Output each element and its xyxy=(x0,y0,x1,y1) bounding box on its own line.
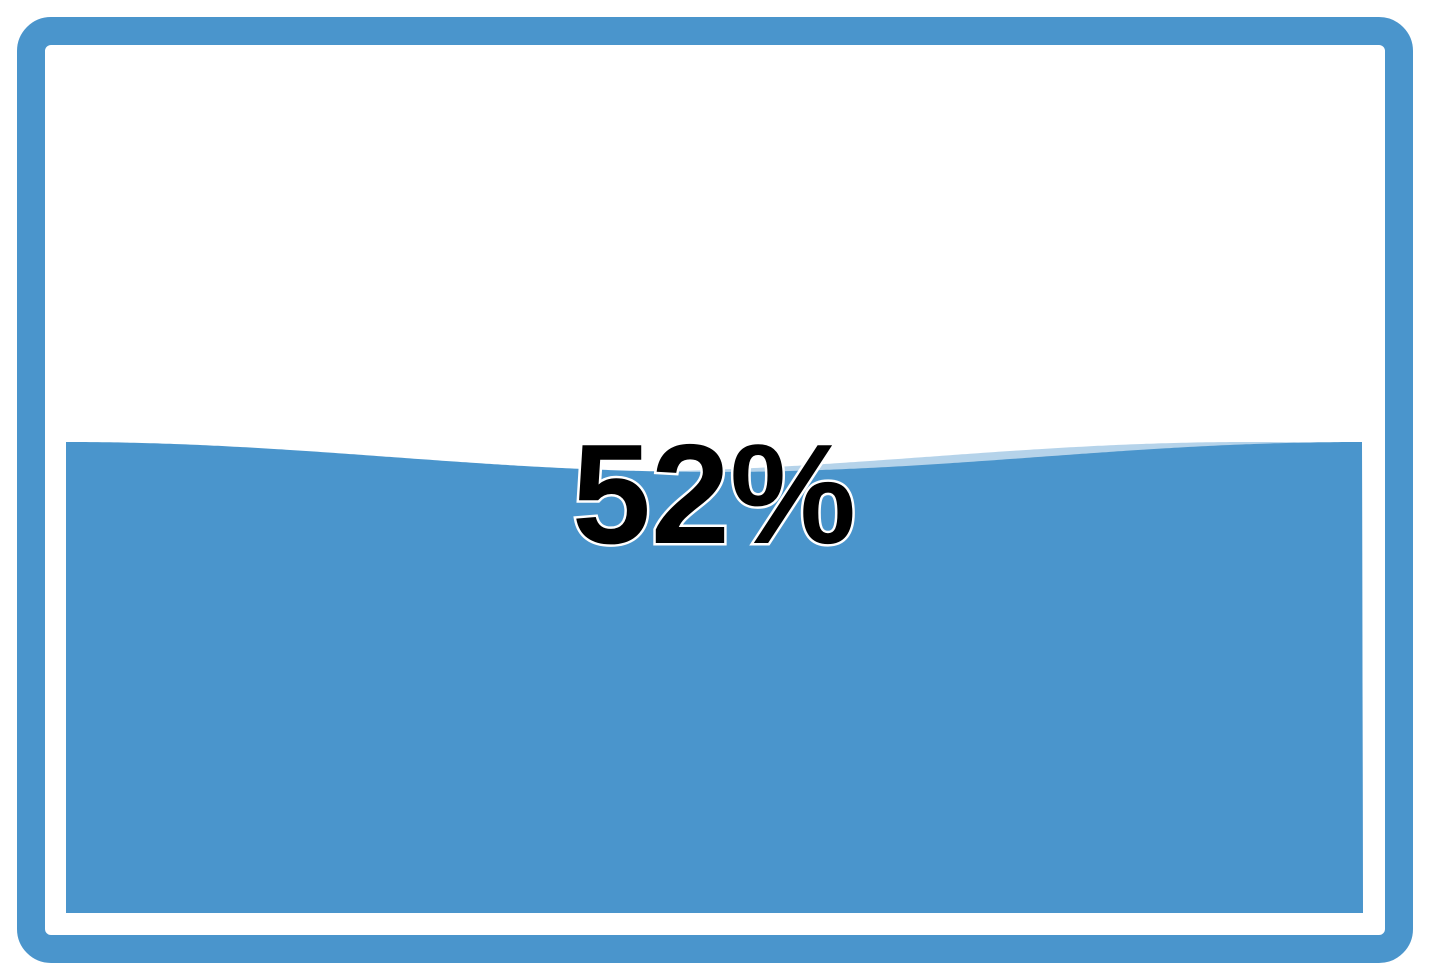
gauge-frame xyxy=(17,17,1413,963)
percent-label: 52% xyxy=(572,415,856,574)
liquid-fill xyxy=(66,442,1363,913)
